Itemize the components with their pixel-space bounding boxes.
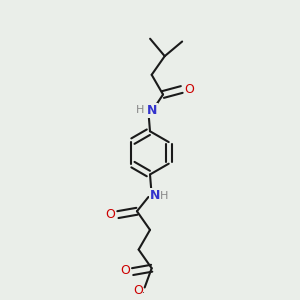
Text: N: N xyxy=(150,189,161,202)
Text: O: O xyxy=(133,284,143,296)
Text: H: H xyxy=(160,191,168,201)
Text: O: O xyxy=(185,83,195,96)
Text: O: O xyxy=(105,208,115,221)
Text: H: H xyxy=(136,105,145,115)
Text: O: O xyxy=(120,265,130,278)
Text: N: N xyxy=(147,103,158,116)
